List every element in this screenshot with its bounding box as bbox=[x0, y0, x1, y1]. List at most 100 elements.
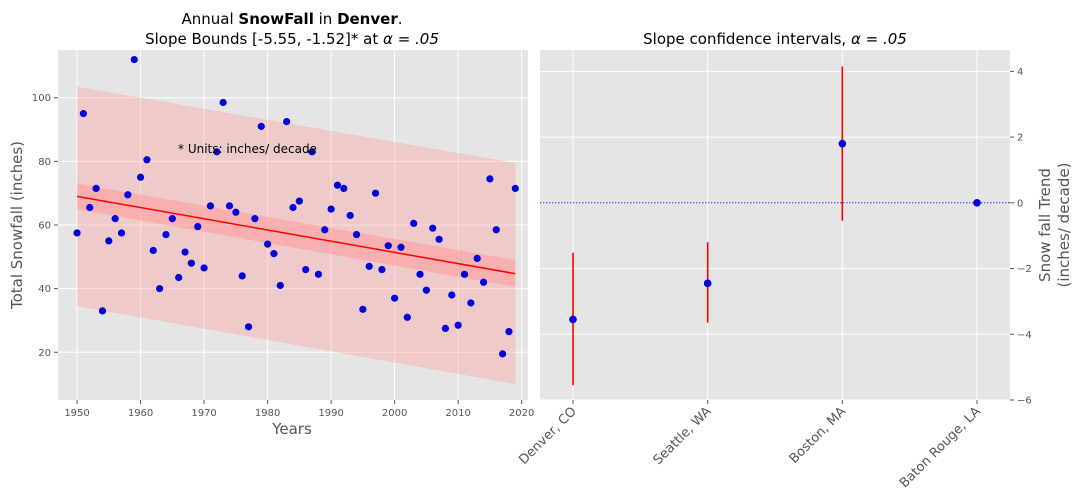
snowfall-point bbox=[486, 175, 494, 183]
snowfall-point bbox=[359, 305, 367, 313]
snowfall-point bbox=[403, 313, 411, 321]
left-y-axis-label: Total Snowfall (inches) bbox=[8, 141, 26, 310]
snowfall-point bbox=[73, 229, 81, 237]
snowfall-point bbox=[175, 273, 183, 282]
snowfall-point bbox=[257, 122, 265, 130]
left-y-tick-label: 20 bbox=[38, 348, 51, 359]
snowfall-point bbox=[283, 117, 291, 126]
snowfall-point bbox=[333, 181, 342, 189]
snowfall-point bbox=[352, 230, 361, 239]
snowfall-point bbox=[187, 259, 195, 267]
snowfall-point bbox=[340, 184, 348, 193]
snowfall-point bbox=[448, 291, 456, 299]
left-x-tick-label: 2010 bbox=[445, 408, 470, 419]
left-x-tick-label: 1950 bbox=[64, 408, 89, 419]
snowfall-point bbox=[467, 299, 475, 307]
snowfall-point bbox=[397, 243, 405, 251]
left-y-tick-label: 100 bbox=[32, 93, 51, 104]
snowfall-point bbox=[206, 202, 215, 210]
snowfall-point bbox=[511, 184, 519, 193]
slope-ci-chart: Slope confidence intervals, α = .05 Denv… bbox=[516, 30, 1073, 491]
snowfall-point bbox=[263, 240, 272, 248]
snowfall-point bbox=[92, 184, 100, 193]
right-y-tick-label: 2 bbox=[1017, 133, 1023, 144]
snowfall-point bbox=[124, 191, 132, 199]
slope-estimate-point bbox=[703, 279, 712, 288]
right-points bbox=[569, 139, 981, 324]
snowfall-point bbox=[422, 286, 430, 294]
snowfall-point bbox=[416, 270, 424, 278]
right-x-ticks: Denver, CO Seattle, WA Boston, MA Baton Rou… bbox=[516, 400, 984, 491]
snowfall-point bbox=[270, 250, 278, 258]
fit-line bbox=[76, 195, 516, 275]
left-x-tick-label: 1970 bbox=[191, 408, 216, 419]
right-plot-background bbox=[540, 50, 1010, 400]
snowfall-point bbox=[79, 110, 88, 118]
units-annotation: * Units: inches/ decade bbox=[178, 142, 317, 156]
left-x-tick-label: 2020 bbox=[509, 408, 534, 419]
right-y-ticks: −6 −4 −2 0 2 4 bbox=[1010, 67, 1032, 407]
snowfall-point bbox=[251, 215, 259, 223]
snowfall-point bbox=[168, 215, 176, 223]
snowfall-point bbox=[143, 156, 151, 164]
snowfall-point bbox=[86, 203, 94, 212]
snowfall-point bbox=[346, 211, 354, 220]
snowfall-point bbox=[473, 254, 481, 263]
snowfall-point bbox=[232, 208, 240, 216]
slope-estimate-point bbox=[973, 199, 981, 207]
left-chart-title: Annual SnowFall in Denver. bbox=[182, 10, 403, 28]
snowfall-point bbox=[238, 272, 246, 280]
snowfall-point bbox=[460, 270, 469, 278]
left-fit-line-group bbox=[76, 195, 516, 275]
left-chart-subtitle: Slope Bounds [-5.55, -1.52]* at α = .05 bbox=[145, 30, 439, 48]
snowfall-point bbox=[365, 262, 373, 270]
snowfall-point bbox=[314, 270, 323, 278]
snowfall-point bbox=[321, 226, 329, 234]
snowfall-point bbox=[327, 205, 335, 213]
snowfall-point bbox=[111, 215, 119, 223]
slope-estimate-point bbox=[838, 139, 847, 148]
snowfall-point bbox=[505, 327, 513, 336]
right-y-axis-label: Snow fall Trend(inches/ decade) bbox=[1036, 163, 1073, 288]
left-x-axis-label: Years bbox=[271, 420, 312, 438]
snowfall-point bbox=[308, 148, 316, 156]
left-x-tick-label: 2000 bbox=[382, 408, 407, 419]
snowfall-point bbox=[225, 202, 234, 210]
left-y-ticks: 20 40 60 80 100 bbox=[32, 93, 58, 359]
right-chart-title: Slope confidence intervals, α = .05 bbox=[643, 30, 907, 48]
snowfall-point bbox=[117, 229, 126, 237]
snowfall-point bbox=[136, 173, 145, 181]
snowfall-point bbox=[435, 235, 443, 243]
snowfall-point bbox=[130, 55, 138, 64]
left-x-tick-label: 1980 bbox=[255, 408, 280, 419]
right-x-tick-label: Baton Rouge, LA bbox=[897, 404, 984, 491]
snowfall-point bbox=[200, 264, 208, 272]
snowfall-point bbox=[391, 294, 399, 302]
right-x-tick-label: Seattle, WA bbox=[651, 404, 715, 468]
snowfall-point bbox=[105, 237, 113, 245]
left-y-tick-label: 40 bbox=[38, 284, 51, 295]
snowfall-point bbox=[371, 189, 380, 197]
snowfall-point bbox=[429, 224, 437, 232]
snowfall-point bbox=[302, 265, 310, 274]
left-y-tick-label: 80 bbox=[38, 157, 51, 168]
snowfall-point bbox=[384, 242, 392, 250]
snowfall-point bbox=[219, 98, 227, 107]
snowfall-point bbox=[492, 226, 500, 234]
right-y-tick-label: −2 bbox=[1017, 264, 1032, 275]
right-y-tick-label: 4 bbox=[1017, 67, 1023, 78]
left-y-tick-label: 60 bbox=[38, 221, 51, 232]
snowfall-point bbox=[162, 230, 170, 239]
left-x-ticks: 1950 1960 1970 1980 1990 2000 2010 2020 bbox=[64, 400, 534, 419]
snowfall-point bbox=[244, 323, 253, 331]
snowfall-point bbox=[295, 197, 303, 205]
snowfall-point bbox=[479, 278, 488, 286]
left-x-tick-label: 1960 bbox=[128, 408, 153, 419]
right-y-tick-label: −6 bbox=[1017, 396, 1032, 407]
snowfall-point bbox=[378, 265, 386, 274]
snowfall-point bbox=[156, 285, 164, 293]
right-y-tick-label: 0 bbox=[1017, 198, 1023, 209]
snowfall-point bbox=[181, 248, 189, 256]
snowfall-point bbox=[454, 321, 462, 329]
